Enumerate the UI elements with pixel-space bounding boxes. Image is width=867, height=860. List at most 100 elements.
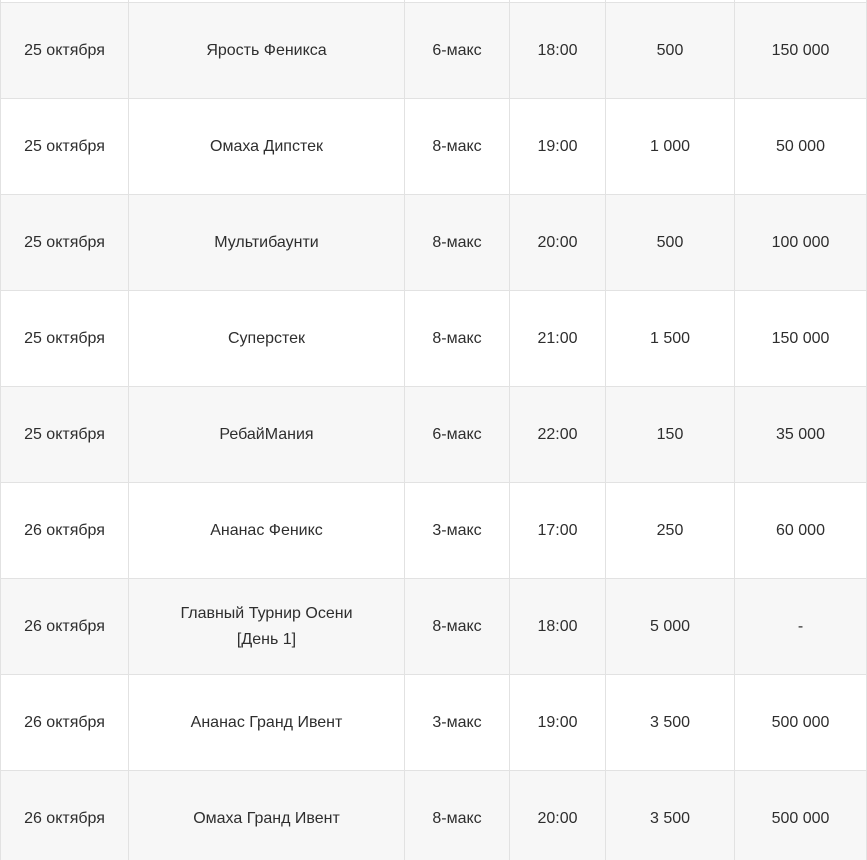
cell-start-time: 18:00 xyxy=(509,2,606,99)
cell-table-format: 8-макс xyxy=(404,578,510,675)
tournament-row: 26 октября Ананас Гранд Ивент 3-макс 19:… xyxy=(0,674,867,771)
cell-start-time: 20:00 xyxy=(509,770,606,860)
cell-table-format: 6-макс xyxy=(404,2,510,99)
buyin-text: 5 000 xyxy=(649,617,691,635)
date-text: 25 октября xyxy=(24,426,105,443)
table-format-text: 8-макс xyxy=(432,137,482,155)
table-format-text: 8-макс xyxy=(432,617,482,635)
cell-table-format: 8-макс xyxy=(404,290,510,387)
tournament-name-text: Ярость Феникса xyxy=(206,41,327,59)
guarantee-text: 500 000 xyxy=(771,713,830,731)
cell-start-time: 22:00 xyxy=(509,386,606,483)
cell-guarantee: 50 000 xyxy=(734,98,867,195)
cell-buyin: 150 xyxy=(605,386,735,483)
cell-date: 25 октября xyxy=(0,98,129,195)
cell-start-time: 18:00 xyxy=(509,578,606,675)
cell-table-format: 6-макс xyxy=(404,386,510,483)
date-text: 26 октября xyxy=(24,522,105,539)
start-time-text: 19:00 xyxy=(537,137,578,155)
date-text: 26 октября xyxy=(24,714,105,731)
cell-buyin: 1 000 xyxy=(605,98,735,195)
cell-guarantee: 100 000 xyxy=(734,194,867,291)
cell-start-time: 19:00 xyxy=(509,98,606,195)
date-text: 25 октября xyxy=(24,330,105,347)
table-format-text: 8-макс xyxy=(432,233,482,251)
cell-date: 25 октября xyxy=(0,194,129,291)
cell-guarantee: 150 000 xyxy=(734,2,867,99)
cell-start-time: 19:00 xyxy=(509,674,606,771)
guarantee-text: 100 000 xyxy=(771,233,830,251)
guarantee-text: 60 000 xyxy=(776,521,825,539)
guarantee-text: - xyxy=(797,617,804,635)
start-time-text: 21:00 xyxy=(537,329,578,347)
buyin-text: 500 xyxy=(656,233,684,251)
cell-tournament-name: Мультибаунти xyxy=(128,194,405,291)
cell-table-format: 3-макс xyxy=(404,674,510,771)
tournament-name-text: Суперстек xyxy=(227,329,306,347)
cell-date: 26 октября xyxy=(0,674,129,771)
start-time-text: 20:00 xyxy=(537,809,578,827)
cell-tournament-name: Главный Турнир Осени [День 1] xyxy=(128,578,405,675)
tournament-row: 26 октября Ананас Феникс 3-макс 17:00 25… xyxy=(0,482,867,579)
cell-tournament-name: Омаха Гранд Ивент xyxy=(128,770,405,860)
tournament-name-text: Омаха Дипстек xyxy=(210,137,323,155)
guarantee-text: 50 000 xyxy=(776,137,825,155)
guarantee-text: 35 000 xyxy=(776,425,825,443)
table-format-text: 8-макс xyxy=(432,809,482,827)
cell-guarantee: 35 000 xyxy=(734,386,867,483)
cell-buyin: 5 000 xyxy=(605,578,735,675)
cell-buyin: 3 500 xyxy=(605,674,735,771)
cell-table-format: 8-макс xyxy=(404,194,510,291)
start-time-text: 17:00 xyxy=(537,521,578,539)
cell-guarantee: 500 000 xyxy=(734,770,867,860)
cell-tournament-name: РебайМания xyxy=(128,386,405,483)
start-time-text: 18:00 xyxy=(537,41,578,59)
cell-date: 26 октября xyxy=(0,770,129,860)
cell-tournament-name: Ярость Феникса xyxy=(128,2,405,99)
guarantee-text: 500 000 xyxy=(771,809,830,827)
guarantee-text: 150 000 xyxy=(771,41,830,59)
date-text: 26 октября xyxy=(24,810,105,827)
tournament-name-text: Мультибаунти xyxy=(214,233,319,251)
cell-buyin: 500 xyxy=(605,194,735,291)
table-format-text: 6-макс xyxy=(432,425,482,443)
tournament-row: 25 октября Мультибаунти 8-макс 20:00 500… xyxy=(0,194,867,291)
date-text: 25 октября xyxy=(24,42,105,59)
table-format-text: 3-макс xyxy=(432,713,482,731)
start-time-text: 22:00 xyxy=(537,425,578,443)
tournament-row: 25 октября Ярость Феникса 6-макс 18:00 5… xyxy=(0,2,867,99)
cell-start-time: 17:00 xyxy=(509,482,606,579)
cell-guarantee: - xyxy=(734,578,867,675)
cell-tournament-name: Суперстек xyxy=(128,290,405,387)
cell-date: 25 октября xyxy=(0,290,129,387)
date-text: 25 октября xyxy=(24,234,105,251)
cell-date: 26 октября xyxy=(0,578,129,675)
cell-table-format: 8-макс xyxy=(404,98,510,195)
cell-buyin: 500 xyxy=(605,2,735,99)
tournament-row: 25 октября РебайМания 6-макс 22:00 150 3… xyxy=(0,386,867,483)
buyin-text: 1 500 xyxy=(649,329,691,347)
guarantee-text: 150 000 xyxy=(771,329,830,347)
cell-guarantee: 500 000 xyxy=(734,674,867,771)
cell-table-format: 3-макс xyxy=(404,482,510,579)
buyin-text: 3 500 xyxy=(649,713,691,731)
cell-date: 25 октября xyxy=(0,386,129,483)
cell-buyin: 250 xyxy=(605,482,735,579)
tournament-row: 26 октября Главный Турнир Осени [День 1]… xyxy=(0,578,867,675)
buyin-text: 3 500 xyxy=(649,809,691,827)
tournament-name-text: Ананас Феникс xyxy=(210,521,323,539)
date-text: 26 октября xyxy=(24,618,105,635)
cell-tournament-name: Омаха Дипстек xyxy=(128,98,405,195)
cell-buyin: 1 500 xyxy=(605,290,735,387)
cell-start-time: 21:00 xyxy=(509,290,606,387)
cell-date: 26 октября xyxy=(0,482,129,579)
tournament-name-text: РебайМания xyxy=(219,425,314,443)
date-text: 25 октября xyxy=(24,138,105,155)
cell-tournament-name: Ананас Гранд Ивент xyxy=(128,674,405,771)
table-format-text: 8-макс xyxy=(432,329,482,347)
cell-table-format: 8-макс xyxy=(404,770,510,860)
tournament-row: 25 октября Омаха Дипстек 8-макс 19:00 1 … xyxy=(0,98,867,195)
start-time-text: 19:00 xyxy=(537,713,578,731)
